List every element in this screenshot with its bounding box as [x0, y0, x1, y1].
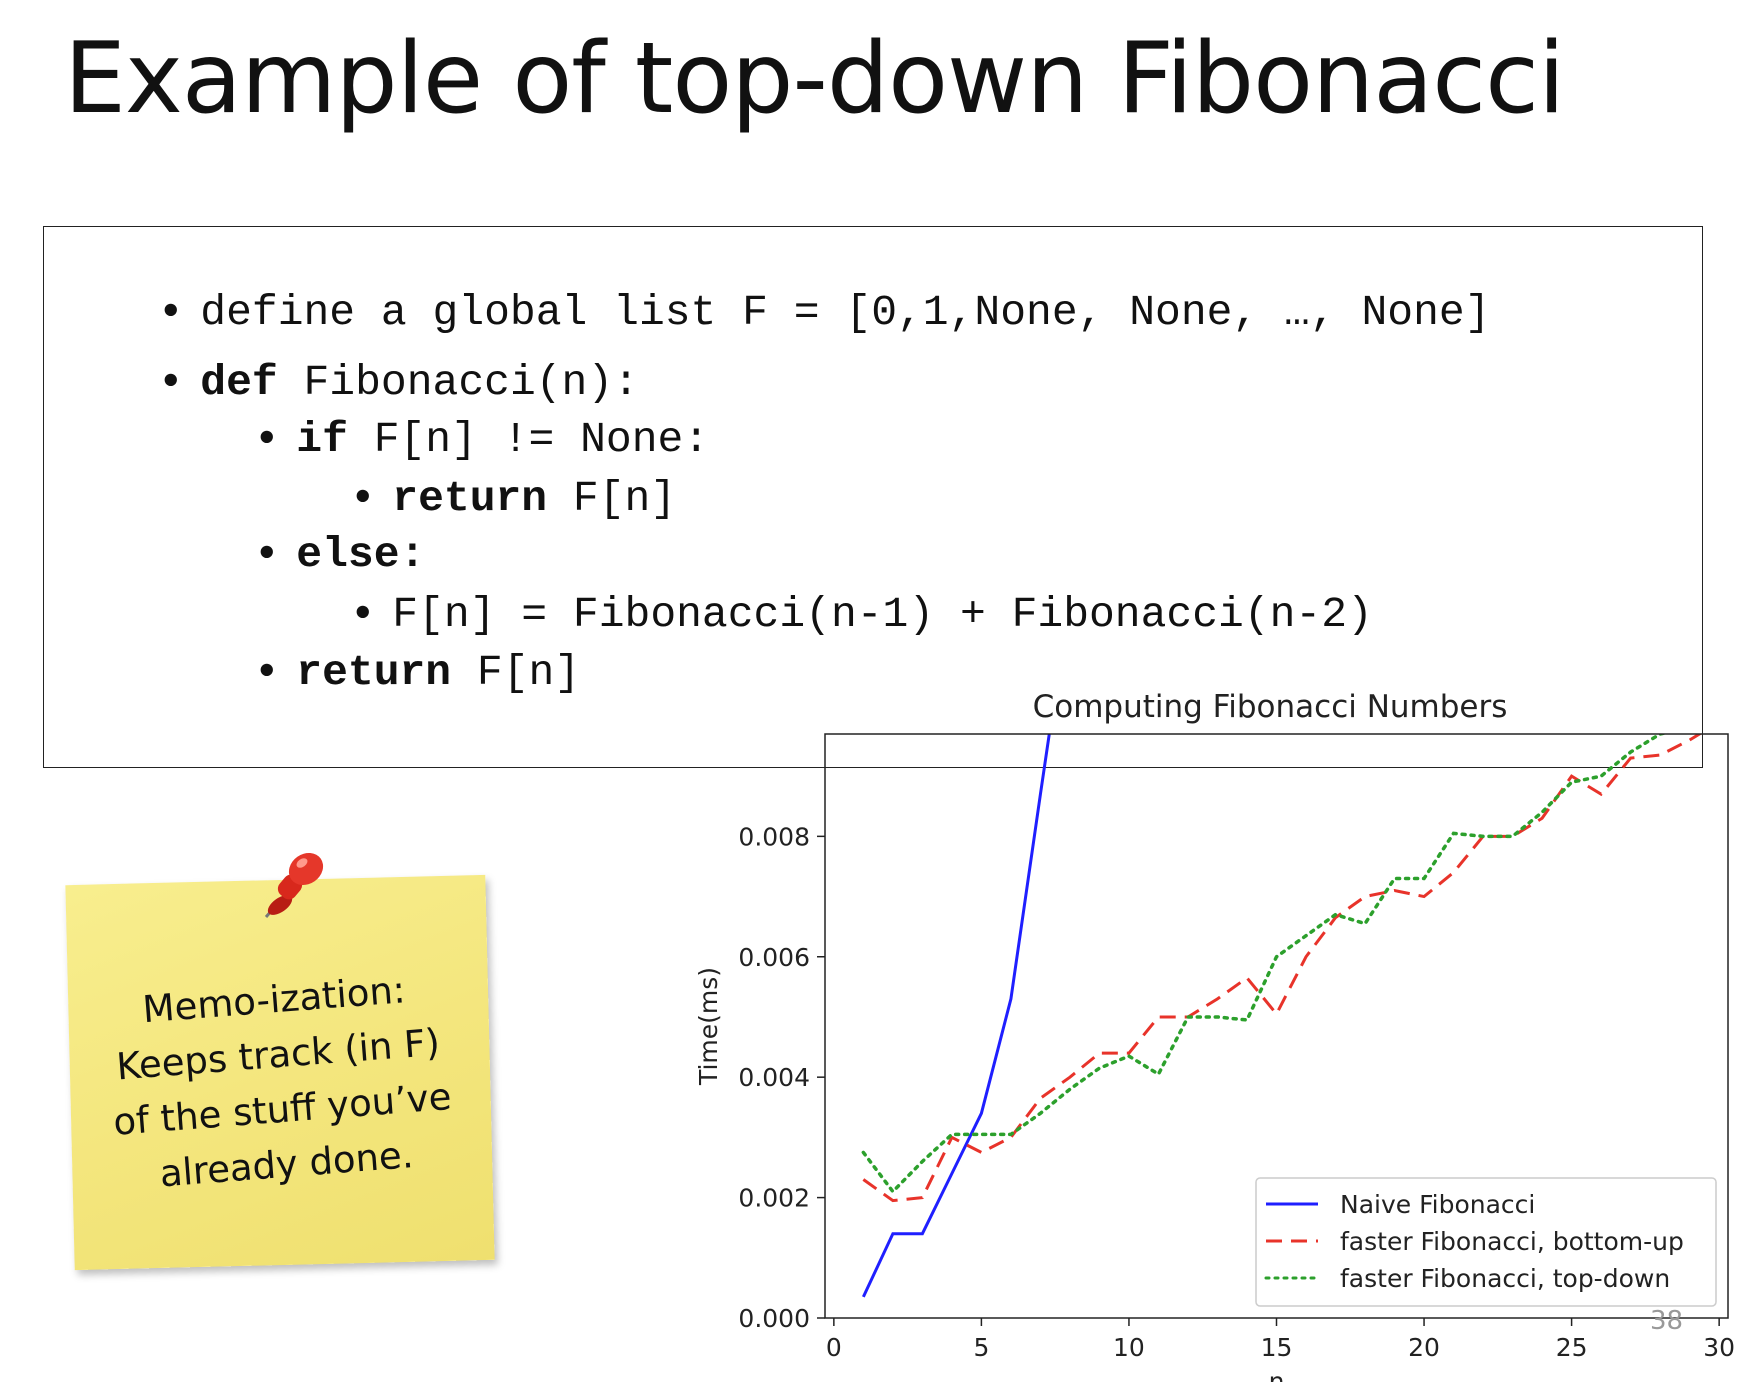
code-text: F[n] = Fibonacci(n-1) + Fibonacci(n-2) [392, 590, 1373, 639]
code-line-4: • return F[n] [252, 423, 676, 572]
code-line-7: • return F[n] [156, 597, 580, 746]
code-text: F[n] [547, 474, 677, 523]
y-tick-label: 0.008 [738, 822, 810, 851]
slide-title: Example of top-down Fibonacci [64, 22, 1565, 136]
page-number: 38 [1650, 1306, 1684, 1336]
sticky-note-text: Memo-ization: Keeps track (in F) of the … [82, 958, 478, 1207]
bullet: • [163, 356, 179, 404]
y-tick-label: 0.006 [738, 943, 810, 972]
code-keyword: return [392, 474, 548, 523]
code-text: Fibonacci(n): [277, 358, 639, 407]
code-text: F[n] [451, 648, 581, 697]
code-line-1: • define a global list F = [0,1,None, Non… [60, 237, 1491, 386]
code-line-2: • def Fibonacci(n): [60, 307, 639, 456]
y-tick-label: 0.002 [738, 1184, 810, 1213]
bullet: • [259, 413, 275, 461]
sticky-note: Memo-ization: Keeps track (in F) of the … [65, 874, 495, 1271]
x-tick-label: 5 [973, 1333, 989, 1362]
series-line-1 [862, 734, 1051, 1298]
x-tick-label: 25 [1556, 1333, 1588, 1362]
code-keyword: if [296, 415, 348, 464]
x-tick-label: 15 [1261, 1333, 1293, 1362]
chart-legend: Naive Fibonacci faster Fibonacci, bottom-… [1255, 1177, 1717, 1307]
legend-entry: Naive Fibonacci [1340, 1190, 1535, 1219]
x-tick-label: 20 [1408, 1333, 1440, 1362]
red-pushpin-icon [264, 852, 324, 918]
plot-area [861, 734, 1703, 1298]
bullet: • [259, 528, 275, 576]
code-keyword: def [200, 358, 278, 407]
bullet: • [355, 472, 371, 520]
bullet: • [163, 286, 179, 334]
bullet: • [259, 646, 275, 694]
code-keyword: else: [296, 530, 426, 579]
code-line-5: • else: [156, 479, 425, 628]
chart-title: Computing Fibonacci Numbers [1033, 689, 1508, 725]
bullet: • [355, 588, 371, 636]
code-text: define a global list F = [0,1,None, None… [200, 288, 1491, 337]
code-line-6: • F[n] = Fibonacci(n-1) + Fibonacci(n-2) [252, 539, 1373, 688]
legend-entry: faster Fibonacci, top-down [1340, 1264, 1670, 1293]
x-axis-label: n [1269, 1367, 1285, 1382]
fibonacci-timing-chart: Computing Fibonacci Numbers Time(ms) n N… [694, 689, 1735, 1382]
series-line-2 [862, 734, 1703, 1203]
legend-box [1255, 1177, 1717, 1307]
x-tick-label: 0 [826, 1333, 842, 1362]
code-keyword: return [296, 648, 452, 697]
code-block: • define a global list F = [0,1,None, Non… [43, 226, 1703, 768]
y-tick-label: 0.000 [738, 1304, 810, 1333]
code-text: F[n] != None: [347, 415, 710, 464]
legend-entry: faster Fibonacci, bottom-up [1340, 1227, 1684, 1256]
y-tick-label: 0.004 [738, 1063, 810, 1092]
series-line-3 [861, 734, 1669, 1195]
code-line-3: • if F[n] != None: [156, 364, 709, 513]
x-tick-label: 10 [1113, 1333, 1145, 1362]
x-tick-label: 30 [1703, 1333, 1735, 1362]
y-axis-label: Time(ms) [694, 967, 723, 1086]
